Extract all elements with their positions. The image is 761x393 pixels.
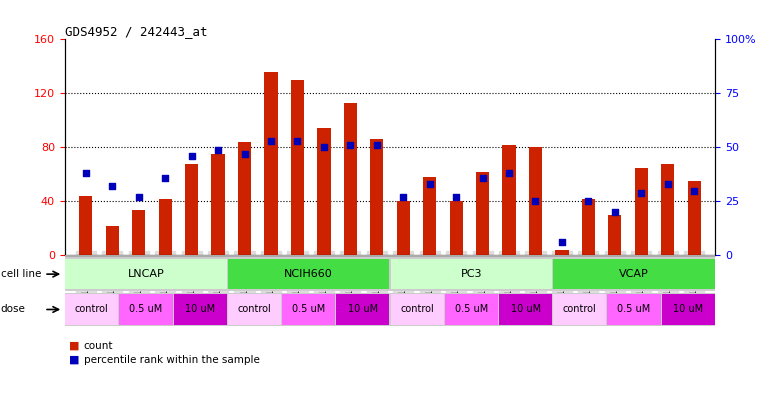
Bar	[502, 145, 516, 255]
Text: LNCAP: LNCAP	[128, 269, 164, 279]
Bar	[282, 294, 336, 325]
Bar	[661, 163, 674, 255]
Point	[212, 146, 224, 152]
Bar	[65, 259, 227, 290]
Bar	[212, 154, 224, 255]
Text: control: control	[400, 305, 434, 314]
Point	[132, 194, 145, 200]
Text: 10 uM: 10 uM	[673, 305, 703, 314]
Point	[107, 183, 119, 189]
Text: control: control	[563, 305, 597, 314]
Text: count: count	[84, 341, 113, 351]
Bar	[396, 201, 410, 255]
Point	[265, 138, 277, 144]
Bar	[556, 250, 568, 255]
Point	[635, 189, 648, 196]
Point	[344, 142, 356, 148]
Bar	[317, 129, 330, 255]
Bar	[607, 294, 661, 325]
Bar	[444, 294, 498, 325]
Text: VCAP: VCAP	[619, 269, 649, 279]
Text: 10 uM: 10 uM	[185, 305, 215, 314]
Text: cell line: cell line	[1, 269, 41, 279]
Bar	[291, 80, 304, 255]
Text: 0.5 uM: 0.5 uM	[617, 305, 651, 314]
Point	[159, 174, 171, 181]
Bar	[185, 163, 199, 255]
Bar	[390, 259, 552, 290]
Point	[688, 187, 700, 194]
Point	[371, 142, 383, 148]
Text: 0.5 uM: 0.5 uM	[292, 305, 325, 314]
Point	[186, 153, 198, 159]
Text: 10 uM: 10 uM	[511, 305, 540, 314]
Bar	[344, 103, 357, 255]
Bar	[553, 294, 607, 325]
Bar	[635, 168, 648, 255]
Bar	[158, 199, 172, 255]
Bar	[228, 259, 390, 290]
Point	[556, 239, 568, 246]
Bar	[106, 226, 119, 255]
Bar	[238, 142, 251, 255]
Bar	[688, 181, 701, 255]
Bar	[79, 196, 92, 255]
Bar	[228, 294, 281, 325]
Point	[450, 194, 462, 200]
Bar	[390, 294, 444, 325]
Point	[661, 181, 673, 187]
Bar	[264, 72, 278, 255]
Text: 0.5 uM: 0.5 uM	[129, 305, 163, 314]
Bar	[65, 294, 119, 325]
Bar	[132, 209, 145, 255]
Point	[238, 151, 250, 157]
Text: GDS4952 / 242443_at: GDS4952 / 242443_at	[65, 25, 207, 38]
Bar	[370, 139, 384, 255]
Bar	[423, 177, 436, 255]
Point	[582, 198, 594, 204]
Bar	[450, 201, 463, 255]
Text: PC3: PC3	[460, 269, 482, 279]
Point	[609, 209, 621, 215]
Bar	[119, 294, 173, 325]
Point	[291, 138, 304, 144]
Text: percentile rank within the sample: percentile rank within the sample	[84, 354, 260, 365]
Point	[530, 198, 542, 204]
Point	[503, 170, 515, 176]
Text: control: control	[237, 305, 272, 314]
Point	[318, 144, 330, 151]
Bar	[608, 215, 622, 255]
Bar	[553, 259, 715, 290]
Point	[80, 170, 92, 176]
Bar	[581, 199, 595, 255]
Point	[397, 194, 409, 200]
Text: NCIH660: NCIH660	[285, 269, 333, 279]
Point	[424, 181, 436, 187]
Bar	[499, 294, 552, 325]
Bar	[174, 294, 227, 325]
Text: dose: dose	[1, 305, 26, 314]
Text: control: control	[75, 305, 109, 314]
Bar	[476, 172, 489, 255]
Text: 10 uM: 10 uM	[348, 305, 378, 314]
Text: ■: ■	[68, 354, 79, 365]
Bar	[336, 294, 390, 325]
Point	[476, 174, 489, 181]
Bar	[661, 294, 715, 325]
Text: ■: ■	[68, 341, 79, 351]
Text: 0.5 uM: 0.5 uM	[455, 305, 488, 314]
Bar	[529, 147, 542, 255]
